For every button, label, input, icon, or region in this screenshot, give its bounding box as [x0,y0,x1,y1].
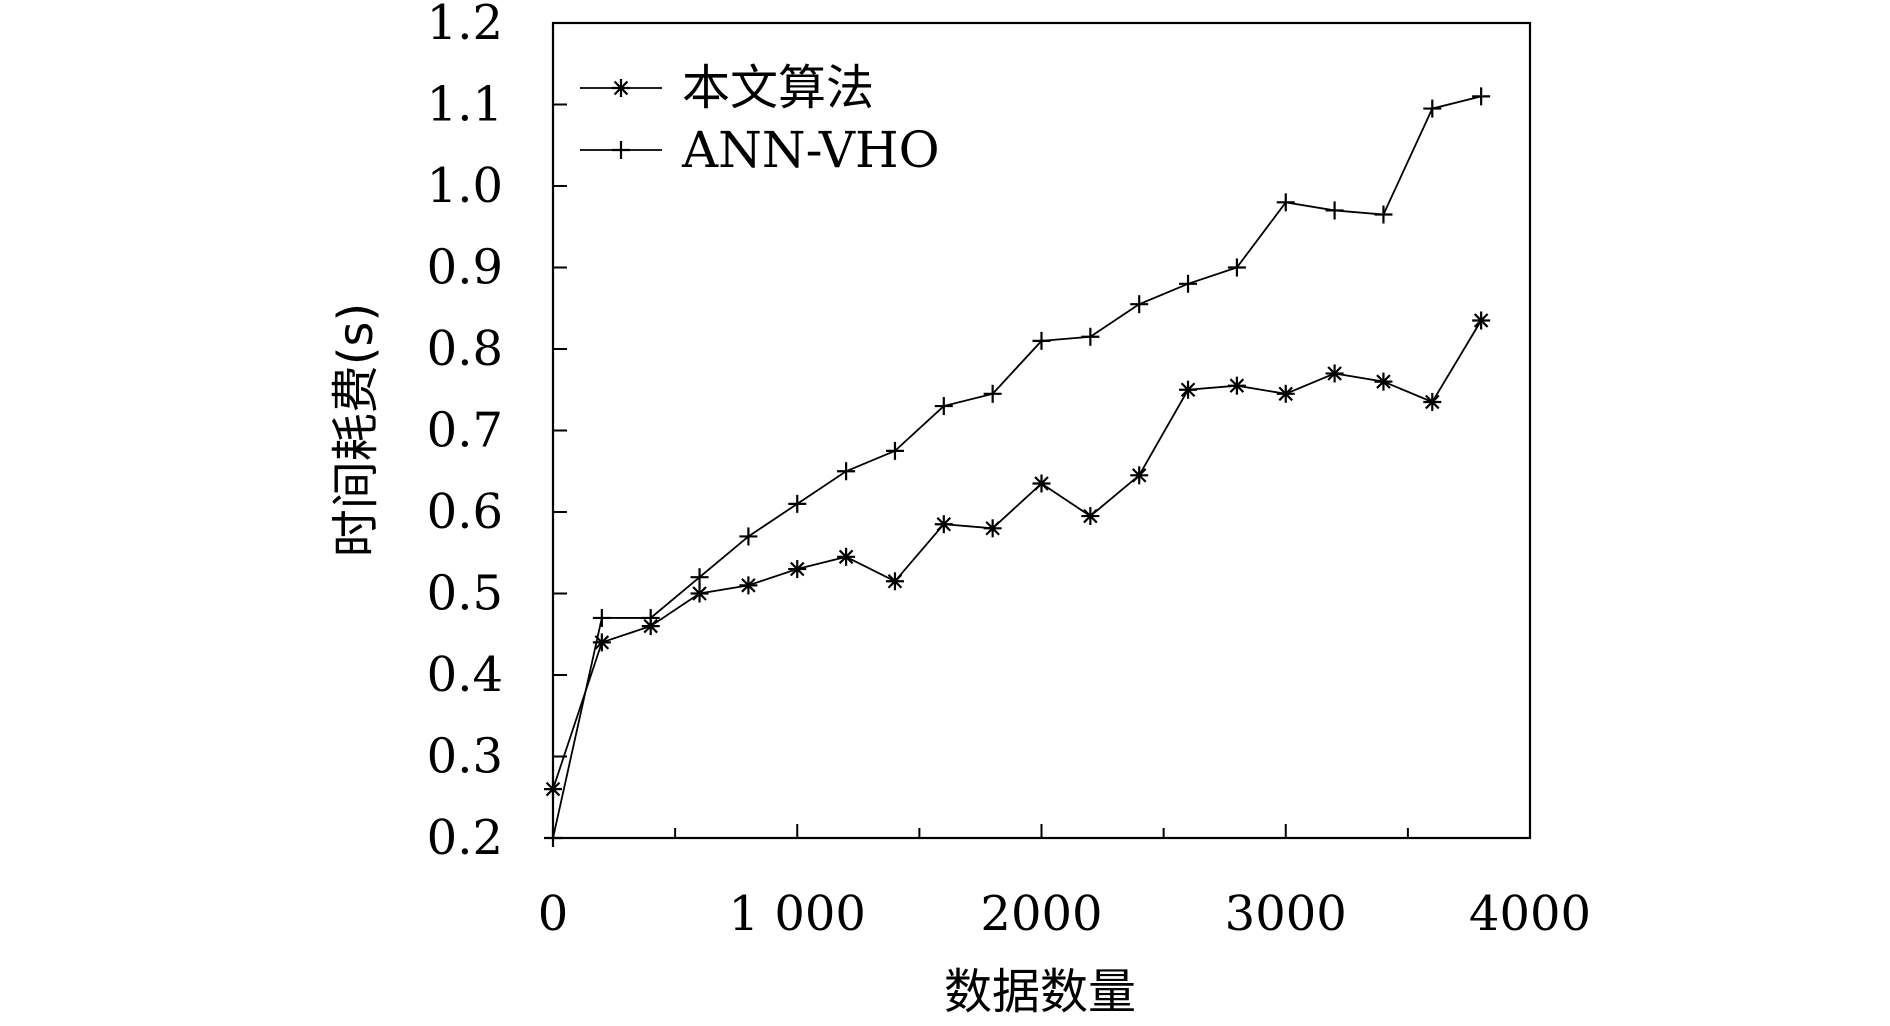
data-point-series-2 [983,384,1002,403]
x-tick-label: 0 [538,886,569,942]
data-point-series-1 [1423,392,1442,411]
y-tick-label: 0.9 [427,240,503,296]
legend-marker-series-1 [612,79,630,97]
data-point-series-2 [1227,258,1246,277]
x-tick-label: 3000 [1225,886,1347,942]
y-tick-label: 1.0 [427,158,503,214]
legend-label-series-2: ANN-VHO [681,121,940,179]
data-point-series-2 [1423,99,1442,118]
data-point-series-2 [1472,87,1491,106]
y-tick-label: 0.4 [427,647,503,703]
data-point-series-2 [690,568,709,587]
series-layer [544,87,1491,847]
data-point-series-1 [1081,507,1100,526]
x-tick-label: 1 000 [729,886,866,942]
data-point-series-1 [1325,364,1344,383]
x-axis-title: 数据数量 [944,964,1136,1020]
legend-marker-series-2 [612,141,630,159]
data-point-series-1 [983,519,1002,538]
data-point-series-2 [934,397,953,416]
data-point-series-2 [837,462,856,481]
series-line-1 [552,320,1482,790]
legend-marker-glyph [612,79,630,97]
data-point-series-1 [1032,474,1051,493]
data-point-series-1 [885,572,904,591]
y-tick-label: 0.5 [427,566,503,622]
legend-label-series-1: 本文算法 [682,60,874,116]
data-point-series-1 [788,560,807,579]
y-tick-label: 0.6 [427,484,503,540]
data-point-series-2 [885,441,904,460]
y-tick-label: 0.7 [427,403,503,459]
data-point-series-2 [788,494,807,513]
data-point-series-1 [837,547,856,566]
legend: 本文算法 ANN-VHO [580,60,940,179]
y-tick-label: 0.3 [427,729,503,785]
data-point-series-1 [1276,384,1295,403]
data-point-series-2 [1130,295,1149,314]
x-axis: 0 1 000 2000 3000 4000 [538,824,1591,942]
data-point-series-1 [739,576,758,595]
series-line-2 [552,95,1482,839]
data-point-series-1 [1130,466,1149,485]
data-point-series-2 [1179,274,1198,293]
data-point-series-2 [544,829,562,847]
data-point-series-1 [1374,372,1393,391]
y-axis-title: 时间耗费(s) [328,303,384,557]
x-tick-label: 4000 [1469,886,1591,942]
y-tick-label: 0.8 [427,321,503,377]
data-point-series-1 [690,584,709,603]
data-point-series-2 [1081,327,1100,346]
data-point-series-1 [544,780,562,799]
data-point-series-2 [739,527,758,546]
y-axis: 0.2 0.3 0.4 0.5 0.6 0.7 0.8 0.9 1.0 1.1 1.2 [427,0,567,866]
y-tick-label: 1.1 [427,77,503,133]
data-point-series-1 [1179,380,1198,399]
data-point-series-2 [1374,205,1393,224]
data-point-series-2 [1276,193,1295,212]
x-tick-label: 2000 [980,886,1102,942]
data-point-series-1 [934,515,953,534]
y-tick-label: 1.2 [427,0,503,51]
y-tick-label: 0.2 [427,810,503,866]
data-point-series-2 [641,608,660,627]
data-point-series-1 [1227,376,1246,395]
legend-marker-glyph [612,141,630,159]
data-point-series-1 [1472,311,1491,330]
data-point-series-2 [1325,201,1344,220]
data-point-series-2 [1032,331,1051,350]
data-point-series-2 [592,608,611,627]
